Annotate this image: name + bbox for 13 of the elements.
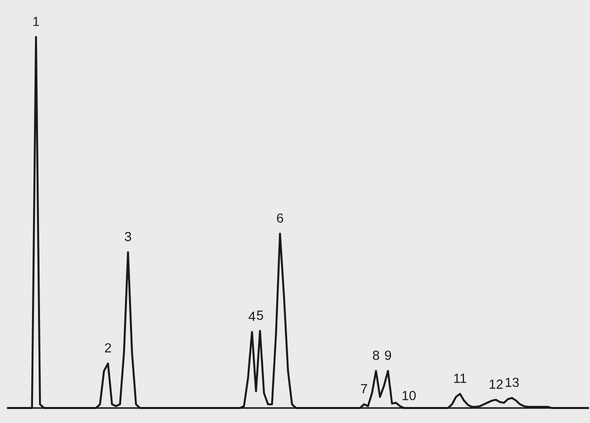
annotation: 11	[454, 374, 466, 383]
annotation: 4	[248, 312, 256, 321]
annotation: 6	[277, 213, 284, 223]
annotation: 13	[506, 378, 519, 388]
annotation: 3	[124, 232, 132, 242]
annotation: 8	[372, 350, 380, 360]
text: 1	[33, 16, 40, 26]
annotation: 9	[384, 350, 392, 360]
annotation: 12	[490, 380, 503, 389]
annotation: 10	[402, 390, 416, 400]
annotation: 7	[361, 384, 368, 394]
annotation: 5	[256, 310, 264, 320]
annotation: 2	[104, 343, 112, 352]
